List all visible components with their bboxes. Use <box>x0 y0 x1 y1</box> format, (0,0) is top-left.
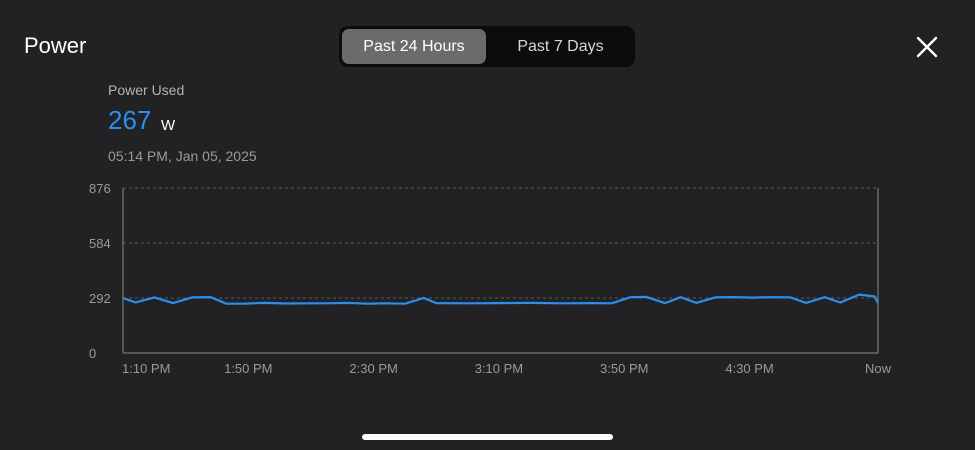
metric-timestamp: 05:14 PM, Jan 05, 2025 <box>108 148 257 164</box>
x-tick-label: 3:10 PM <box>475 361 523 376</box>
time-range-selector: Past 24 Hours Past 7 Days <box>339 26 635 67</box>
tab-past-24-hours[interactable]: Past 24 Hours <box>342 29 486 64</box>
metric-unit: W <box>161 117 176 134</box>
y-tick-label: 876 <box>89 181 111 196</box>
x-tick-label: 1:10 PM <box>122 361 170 376</box>
close-icon <box>916 36 938 58</box>
power-chart: 0 292 584 876 1:10 PM 1:50 PM 2:30 PM 3:10 PM 3:… <box>89 181 892 376</box>
y-tick-label: 0 <box>89 346 96 361</box>
tab-past-7-days[interactable]: Past 7 Days <box>517 38 604 55</box>
home-indicator <box>362 434 613 440</box>
x-tick-label: 3:50 PM <box>600 361 648 376</box>
close-button[interactable] <box>913 33 941 61</box>
x-tick-label: 2:30 PM <box>349 361 397 376</box>
x-tick-label: 4:30 PM <box>725 361 773 376</box>
y-tick-label: 292 <box>89 291 111 306</box>
metric-value: 267 <box>108 105 152 135</box>
metric-label: Power Used <box>108 82 185 98</box>
power-series-line <box>122 293 879 305</box>
x-tick-label: 1:50 PM <box>224 361 272 376</box>
page-title: Power <box>24 33 87 58</box>
x-tick-label: Now <box>865 361 892 376</box>
y-tick-label: 584 <box>89 236 111 251</box>
